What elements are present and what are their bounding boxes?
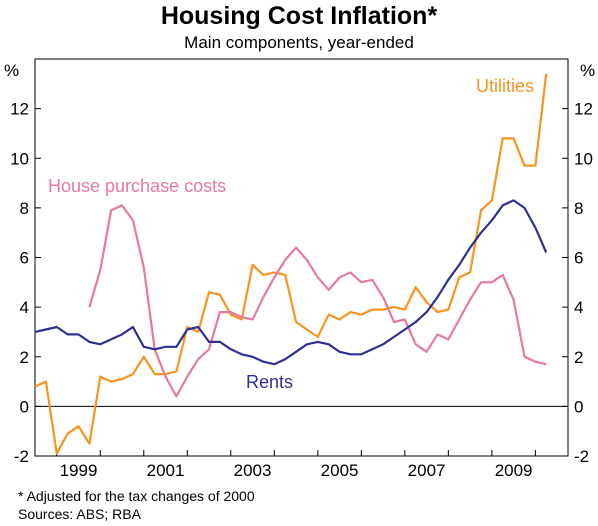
plot-frame [34, 58, 569, 457]
y-axis-left: -2 0 2 4 6 8 10 12% [4, 61, 41, 466]
chart-title: Housing Cost Inflation* [160, 2, 438, 30]
y-unit-left: % [4, 61, 19, 80]
y-tick-label-left: 12 [10, 100, 29, 119]
y-tick-label-left: 2 [20, 348, 29, 367]
y-tick-label-left: 6 [20, 249, 29, 268]
x-axis: 1999 2001 2003 2005 2007 2009 [56, 450, 536, 480]
y-tick-label-right: -2 [574, 447, 589, 466]
y-unit-right: % [580, 61, 595, 80]
x-tick-label: 2007 [408, 461, 446, 480]
series-label-house-purchase-costs: House purchase costs [48, 176, 226, 196]
x-tick-label: 2001 [147, 461, 185, 480]
y-tick-label-right: 2 [574, 348, 583, 367]
y-tick-label-right: 6 [574, 249, 583, 268]
y-tick-label-left: 8 [20, 199, 29, 218]
y-tick-label-left: 4 [20, 298, 29, 317]
x-tick-label: 2005 [321, 461, 359, 480]
y-tick-label-left: 10 [10, 149, 29, 168]
x-tick-label: 2009 [495, 461, 533, 480]
y-tick-label-right: 4 [574, 298, 583, 317]
x-tick-label: 1999 [60, 461, 98, 480]
y-tick-label-right: 8 [574, 199, 583, 218]
series-group [34, 73, 548, 455]
footnote-adjustment: * Adjusted for the tax changes of 2000 [18, 488, 255, 504]
utilities-line [34, 73, 548, 455]
house-purchase-costs-line [88, 204, 547, 398]
x-tick-label: 2003 [234, 461, 272, 480]
series-label-utilities: Utilities [476, 76, 534, 96]
y-tick-label-right: 10 [574, 149, 593, 168]
footnote-sources: Sources: ABS; RBA [18, 506, 141, 522]
series-label-rents: Rents [246, 372, 293, 392]
rents-line [34, 199, 548, 366]
y-tick-label-right: 0 [574, 397, 583, 416]
y-axis-right: -2 0 2 4 6 8 10 12% [562, 61, 595, 466]
y-tick-label-right: 12 [574, 100, 593, 119]
chart-subtitle: Main components, year-ended [184, 33, 414, 52]
y-tick-label-left: -2 [14, 447, 29, 466]
y-tick-label-left: 0 [20, 397, 29, 416]
